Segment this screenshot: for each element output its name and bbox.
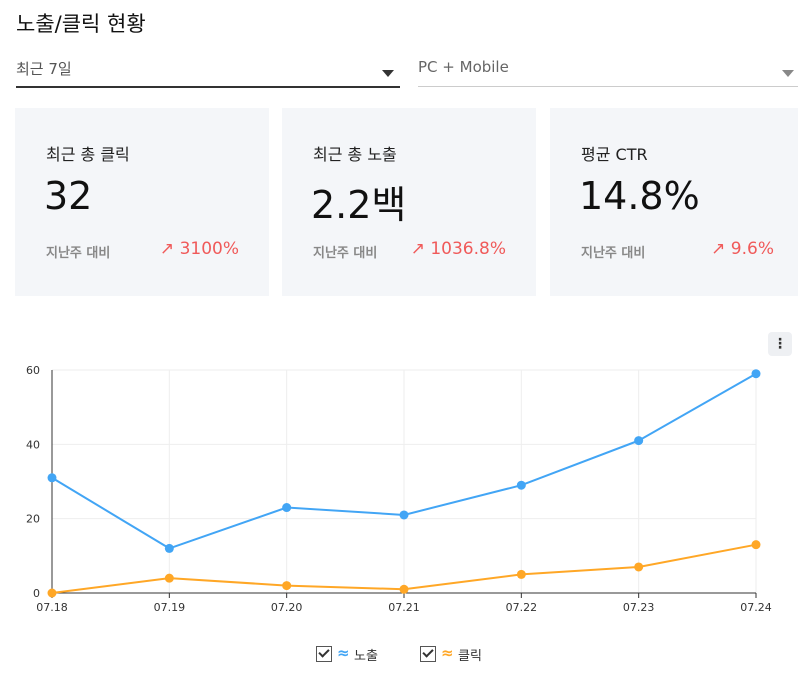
card-value: 14.8% [579, 174, 700, 218]
device-select-value: PC + Mobile [418, 58, 509, 76]
legend-item-impressions[interactable]: ≈ 노출 [316, 644, 386, 664]
card-value: 32 [44, 174, 93, 218]
y-tick-label: 40 [26, 438, 40, 451]
series-line-clicks [51, 543, 757, 594]
data-point [399, 584, 409, 594]
card-average-ctr: 평균 CTR 14.8% 지난주 대비 ↗ 9.6% [550, 108, 798, 296]
line-series-icon: ≈ [441, 644, 454, 662]
legend-label: 클릭 [458, 649, 482, 664]
data-point [399, 510, 409, 520]
data-point [751, 540, 761, 550]
data-point [164, 573, 174, 583]
x-tick-label: 07.24 [740, 601, 772, 614]
data-point [47, 588, 57, 598]
card-compare-label: 지난주 대비 [313, 246, 378, 261]
page-title: 노출/클릭 현황 [16, 12, 146, 36]
data-point [751, 369, 761, 379]
x-tick-label: 07.18 [36, 601, 68, 614]
chart-menu-button[interactable]: ⋮ [768, 332, 792, 356]
x-tick-label: 07.21 [388, 601, 420, 614]
card-label: 최근 총 노출 [313, 145, 397, 164]
data-point [47, 473, 57, 483]
card-compare-label: 지난주 대비 [581, 246, 646, 261]
y-tick-label: 0 [33, 587, 40, 600]
device-select[interactable]: PC + Mobile [418, 58, 798, 87]
checkbox-icon[interactable] [316, 646, 332, 662]
chart-legend: ≈ 노출 ≈ 클릭 [0, 644, 798, 664]
period-select-value: 최근 7일 [16, 60, 72, 78]
data-point [634, 436, 644, 446]
card-label: 최근 총 클릭 [46, 145, 130, 164]
line-chart: 0 20 40 60 07.18 07.19 07.20 07.21 07.22 07.23 07.… [26, 364, 772, 614]
legend-item-clicks[interactable]: ≈ 클릭 [420, 644, 490, 664]
x-tick-label: 07.20 [271, 601, 303, 614]
card-change: ↗ 9.6% [711, 239, 774, 259]
card-value: 2.2백 [311, 183, 407, 227]
card-change: ↗ 1036.8% [410, 239, 506, 259]
series-line-impressions [51, 372, 757, 550]
y-tick-label: 60 [26, 364, 40, 377]
card-label: 평균 CTR [581, 145, 648, 164]
period-select[interactable]: 최근 7일 [16, 58, 400, 88]
x-tick-label: 07.22 [506, 601, 538, 614]
data-point [634, 562, 644, 572]
more-vertical-icon: ⋮ [773, 336, 787, 352]
line-series-icon: ≈ [337, 644, 350, 662]
card-compare-label: 지난주 대비 [46, 246, 111, 261]
card-total-impressions: 최근 총 노출 2.2백 지난주 대비 ↗ 1036.8% [282, 108, 536, 296]
data-point [282, 503, 292, 513]
data-point [516, 569, 526, 579]
chevron-down-icon [782, 70, 794, 77]
y-tick-label: 20 [26, 513, 40, 526]
card-change: ↗ 3100% [159, 239, 239, 259]
legend-label: 노출 [354, 649, 378, 664]
x-tick-label: 07.23 [623, 601, 655, 614]
data-point [282, 581, 292, 591]
checkbox-icon[interactable] [420, 646, 436, 662]
data-point [516, 480, 526, 490]
card-total-clicks: 최근 총 클릭 32 지난주 대비 ↗ 3100% [15, 108, 269, 296]
x-tick-label: 07.19 [154, 601, 186, 614]
data-point [164, 543, 174, 553]
chevron-down-icon [382, 70, 394, 77]
